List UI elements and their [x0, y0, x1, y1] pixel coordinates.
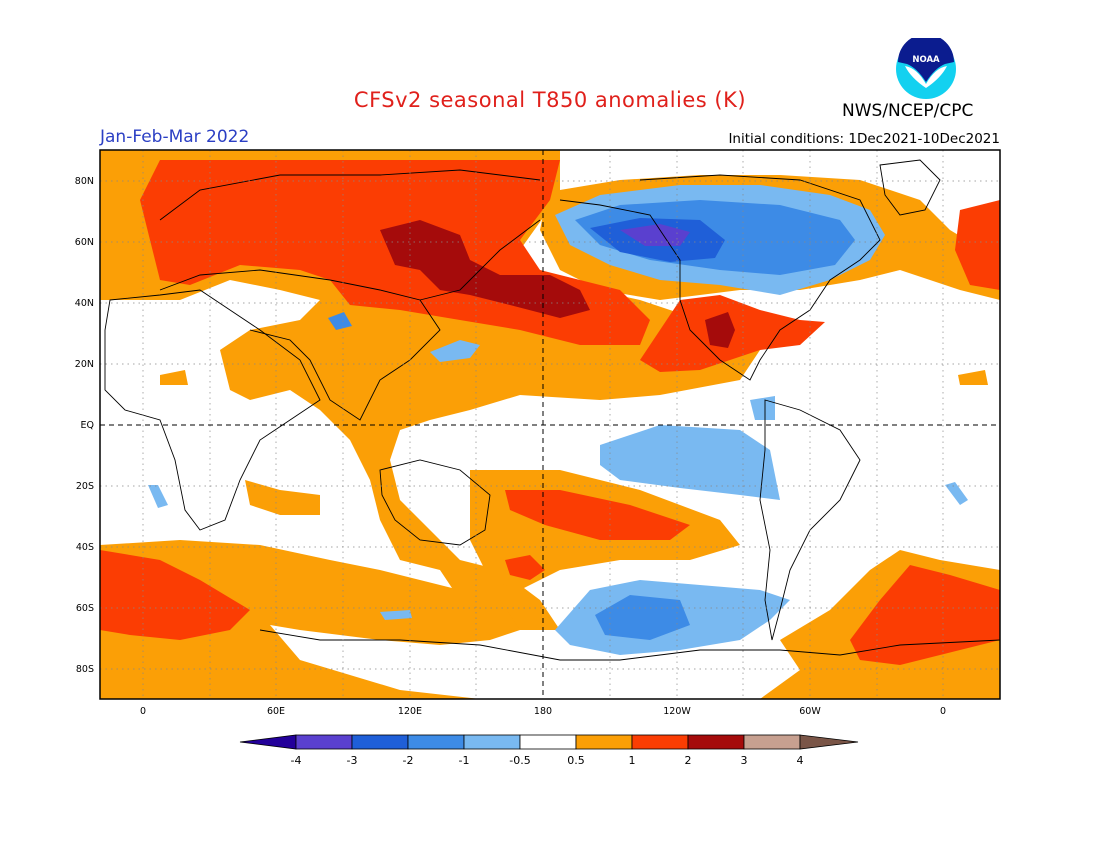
lon-label: 60E [267, 706, 285, 717]
lon-label: 60W [799, 706, 821, 717]
colorbar-label: 0.5 [567, 754, 585, 767]
logo-text: NOAA [912, 55, 940, 65]
colorbar-swatch [799, 734, 859, 750]
warm-anomaly-eurasia [100, 150, 760, 630]
warm-anomaly-atlantic-small [958, 370, 988, 385]
outline-north-america [559, 174, 881, 381]
colorbar-swatch [631, 734, 689, 750]
cool-core-southern-ocean [595, 595, 690, 640]
outline-eurasia [159, 169, 541, 421]
colorbar-label: -0.5 [509, 754, 530, 767]
lon-label: 180 [534, 706, 552, 717]
noaa-logo-icon: NOAA [896, 38, 956, 99]
cool-anomaly-caribbean [750, 396, 775, 420]
outline-africa [104, 289, 321, 531]
colorbar-label: -2 [403, 754, 414, 767]
grid-lines [100, 150, 1000, 699]
colorbar-labels: -4 -3 -2 -1 -0.5 0.5 1 2 3 4 [291, 754, 804, 767]
cool-anomaly-africa-small [148, 485, 168, 508]
warm-anomaly-south-africa [245, 480, 320, 515]
lat-label: 80N [75, 176, 94, 187]
cool-anomaly-asia-small [328, 312, 352, 330]
outline-antarctica [259, 629, 1000, 661]
lat-label: EQ [81, 420, 94, 431]
colorbar-swatch [295, 734, 353, 750]
latitude-labels: 80N 60N 40N 20N EQ 20S 40S 60S 80S [75, 176, 94, 675]
map-frame [99, 149, 1001, 700]
warm-anomaly-europe [955, 200, 1000, 290]
colorbar-label: 1 [629, 754, 636, 767]
agency-label: NWS/NCEP/CPC [842, 101, 974, 121]
outline-greenland [879, 159, 941, 216]
cool-anomaly-south-indian [380, 610, 412, 620]
warm-anomaly-nz [505, 555, 545, 580]
warm-anomaly-southern-ocean [100, 540, 520, 699]
colorbar-label: -3 [347, 754, 358, 767]
cool-anomaly-canada-peak [620, 224, 690, 246]
warm-peak-siberia [380, 220, 590, 318]
lat-label: 20N [75, 359, 94, 370]
warm-anomaly-africa-west [160, 370, 188, 385]
lat-label: 40N [75, 298, 94, 309]
chart-title: CFSv2 seasonal T850 anomalies (K) [353, 88, 747, 112]
continent-outlines [104, 159, 1000, 661]
lat-label: 60N [75, 237, 94, 248]
colorbar-label: -4 [291, 754, 302, 767]
forecast-period: Jan-Feb-Mar 2022 [100, 127, 250, 147]
cool-anomaly-tropical-pacific [600, 425, 780, 500]
lon-label: 120W [663, 706, 691, 717]
lat-label: 20S [76, 481, 94, 492]
anomaly-fields [100, 150, 1000, 699]
colorbar-swatch [687, 734, 745, 750]
lat-label: 80S [76, 664, 94, 675]
colorbar-swatch [239, 734, 297, 750]
longitude-labels: 0 60E 120E 180 120W 60W 0 [140, 706, 946, 717]
colorbar-swatch [463, 734, 521, 750]
colorbar-label: 4 [797, 754, 804, 767]
outline-south-america [759, 399, 861, 641]
warm-core-southern-ocean-west [100, 550, 250, 640]
colorbar-swatch [351, 734, 409, 750]
lat-label: 60S [76, 603, 94, 614]
colorbar-swatch [743, 734, 801, 750]
lon-label: 0 [940, 706, 946, 717]
lat-label: 40S [76, 542, 94, 553]
colorbar-label: -1 [459, 754, 470, 767]
colorbar-swatch [407, 734, 465, 750]
lon-label: 0 [140, 706, 146, 717]
warm-peak-north-america [705, 312, 735, 348]
cool-anomaly-west-pacific [430, 340, 480, 362]
warm-core-south-atlantic [850, 565, 1000, 665]
colorbar-swatch [575, 734, 633, 750]
warm-core-south-pacific [505, 490, 690, 540]
colorbar-label: 3 [741, 754, 748, 767]
cool-anomaly-south-atlantic-small [945, 482, 968, 505]
initial-conditions: Initial conditions: 1Dec2021-10Dec2021 [728, 131, 1000, 147]
lon-label: 120E [398, 706, 422, 717]
colorbar-label: 2 [685, 754, 692, 767]
colorbar [239, 734, 859, 750]
outline-australia [379, 459, 491, 546]
colorbar-swatch [519, 734, 577, 750]
